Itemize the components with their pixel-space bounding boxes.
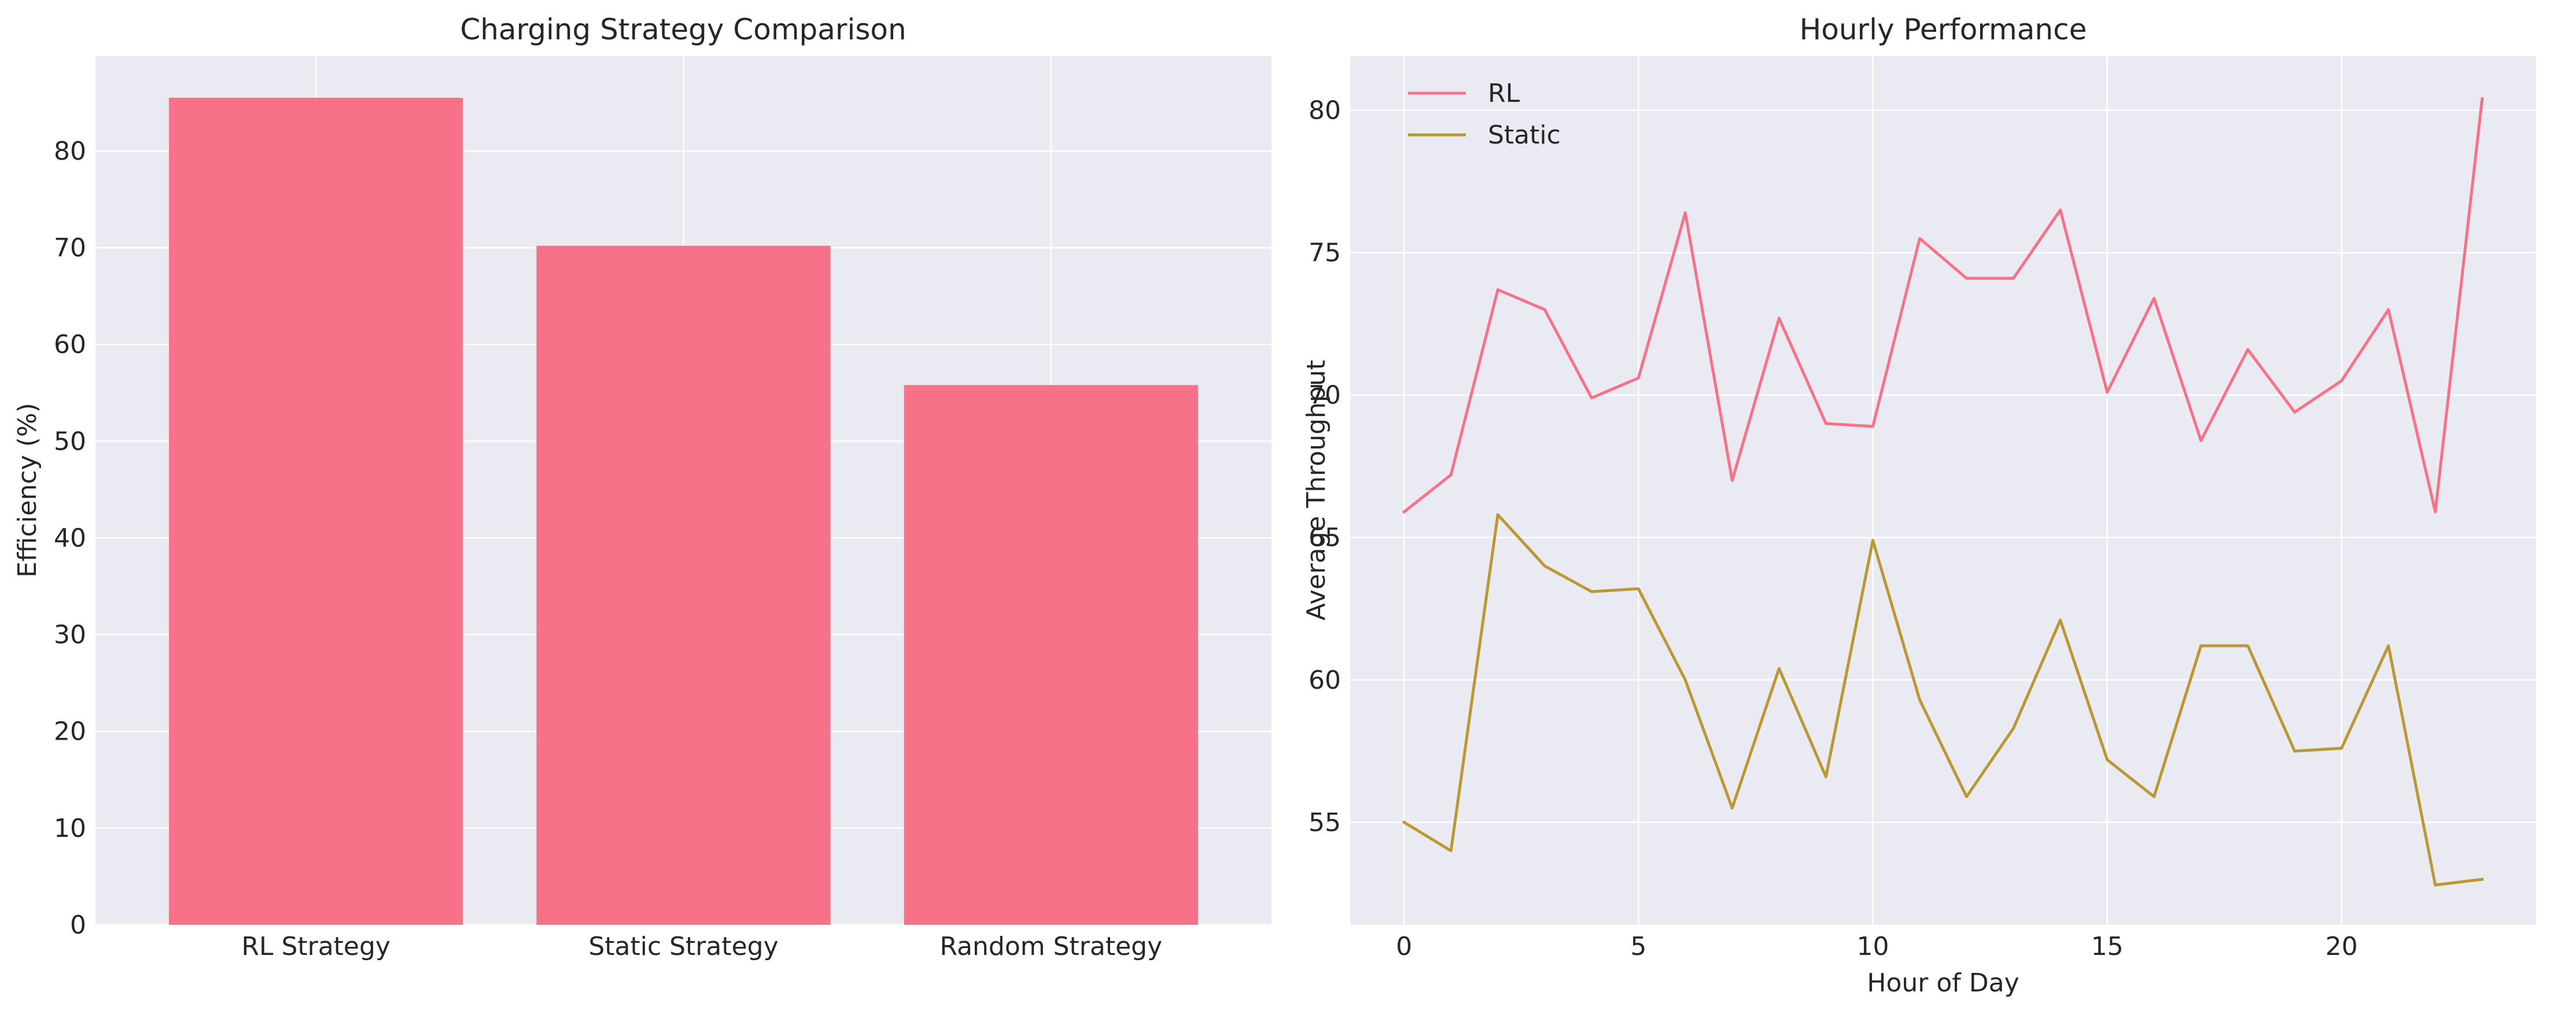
y-tick-label: 70 (54, 233, 86, 263)
x-tick-label: 0 (1396, 932, 1412, 961)
bar (169, 97, 463, 925)
grid-lines (1350, 56, 2536, 925)
y-tick-label: 40 (54, 523, 86, 553)
bars (169, 97, 1198, 925)
series-lines (1402, 97, 2484, 887)
chart-title: Charging Strategy Comparison (460, 13, 906, 46)
y-tick-label: 65 (1309, 523, 1341, 553)
y-axis-label: Efficiency (%) (13, 403, 42, 578)
legend-label: Static (1488, 120, 1561, 150)
y-axis-label: Average Throughput (1302, 360, 1331, 620)
series-line-rl (1402, 97, 2484, 514)
y-tick-label: 0 (70, 910, 86, 940)
y-tick-label: 60 (1309, 666, 1341, 695)
x-tick-labels: RL Strategy Static Strategy Random Strateg… (241, 932, 1162, 961)
y-tick-labels: 0 10 20 30 40 50 60 70 80 (54, 137, 86, 940)
line-chart: 0 5 10 15 20 55 60 65 70 75 80 Hourly Performance… (1302, 13, 2536, 998)
y-tick-label: 70 (1309, 381, 1341, 410)
x-tick-label: Static Strategy (588, 932, 778, 961)
x-tick-label: 10 (1856, 932, 1889, 961)
y-tick-label: 80 (54, 137, 86, 166)
legend: RL Static (1408, 79, 1561, 150)
x-tick-labels: 0 5 10 15 20 (1396, 932, 2358, 961)
x-tick-label: 20 (2326, 932, 2358, 961)
x-tick-label: 5 (1630, 932, 1646, 961)
bar (904, 385, 1198, 925)
y-tick-label: 80 (1309, 96, 1341, 126)
y-tick-label: 10 (54, 814, 86, 843)
bar-chart: RL Strategy Static Strategy Random Strateg… (13, 13, 1272, 961)
bar (536, 245, 831, 925)
chart-title: Hourly Performance (1800, 13, 2087, 46)
y-tick-labels: 55 60 65 70 75 80 (1309, 96, 1341, 837)
y-tick-label: 60 (54, 330, 86, 359)
x-tick-label: RL Strategy (241, 932, 390, 961)
x-tick-label: 15 (2091, 932, 2124, 961)
x-axis-label: Hour of Day (1867, 968, 2019, 998)
plot-area (1350, 56, 2536, 925)
y-tick-label: 30 (54, 620, 86, 650)
y-tick-label: 50 (54, 427, 86, 456)
y-tick-label: 55 (1309, 808, 1341, 837)
series-line-static (1402, 513, 2484, 887)
x-tick-label: Random Strategy (939, 932, 1162, 961)
y-tick-label: 20 (54, 717, 86, 747)
legend-label: RL (1488, 79, 1520, 108)
y-tick-label: 75 (1309, 238, 1341, 268)
